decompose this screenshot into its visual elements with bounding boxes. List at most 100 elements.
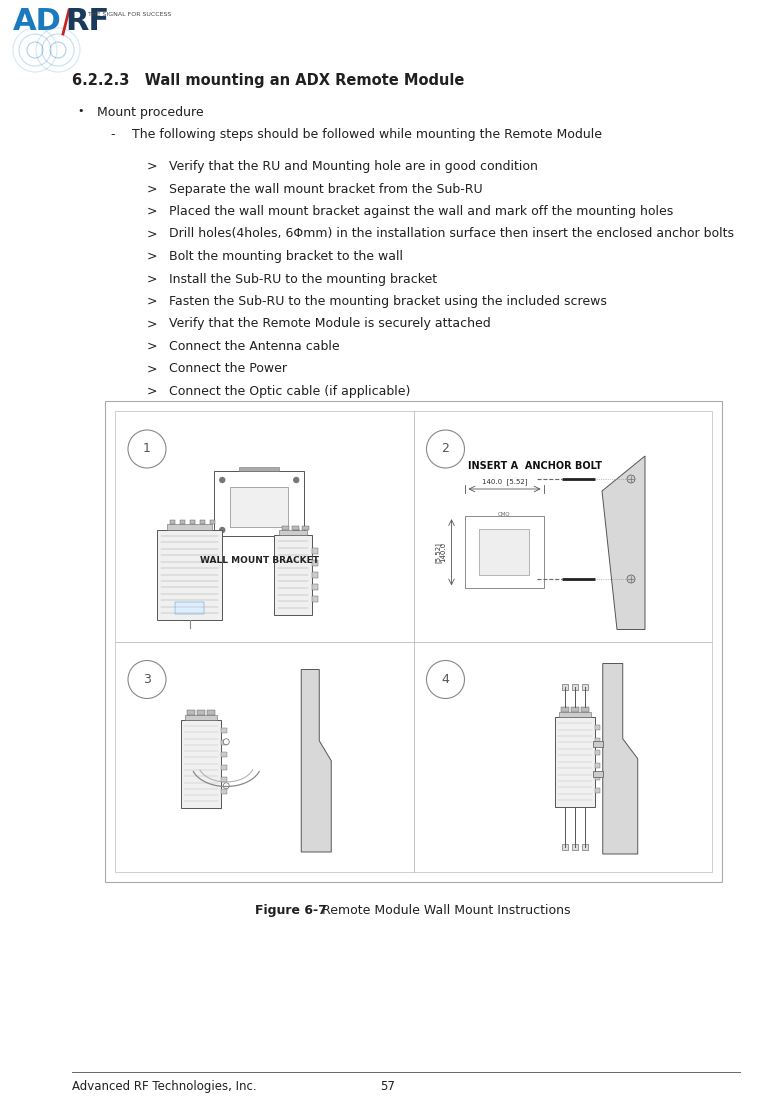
Bar [594,725,600,730]
Text: Connect the Optic cable (if applicable): Connect the Optic cable (if applicable) [169,385,411,398]
Bar [562,684,568,689]
Bar [594,776,600,780]
Text: Mount procedure: Mount procedure [97,106,204,119]
Circle shape [223,739,229,745]
Text: Fasten the Sub-RU to the mounting bracket using the included screws: Fasten the Sub-RU to the mounting bracke… [169,295,607,308]
Bar [239,467,279,471]
Text: >: > [147,318,157,331]
Bar [582,844,587,850]
Text: >: > [147,385,157,398]
Text: >: > [147,295,157,308]
Bar [279,530,307,534]
Bar [562,844,568,850]
Polygon shape [301,669,331,852]
Text: >: > [147,206,157,218]
Bar [221,728,227,733]
Circle shape [294,528,298,533]
Polygon shape [602,456,645,630]
Bar [157,530,222,620]
Text: Bolt the mounting bracket to the wall: Bolt the mounting bracket to the wall [169,249,403,263]
Bar [221,765,227,769]
Text: 6.2.2.3   Wall mounting an ADX Remote Module: 6.2.2.3 Wall mounting an ADX Remote Modu… [72,73,464,88]
Bar [230,487,288,528]
Bar [594,788,600,793]
Text: >: > [147,160,157,173]
Bar [572,684,577,689]
Bar [198,710,205,714]
Bar [312,559,319,566]
Bar [594,737,600,743]
Circle shape [220,528,225,533]
Circle shape [220,477,225,482]
Circle shape [426,660,464,699]
Bar [185,714,217,720]
Bar [312,547,319,554]
Text: Separate the wall mount bracket from the Sub-RU: Separate the wall mount bracket from the… [169,182,483,196]
Circle shape [223,782,229,789]
Bar [594,751,600,755]
Bar [207,710,215,714]
Text: 2: 2 [442,443,449,455]
Text: Advanced RF Technologies, Inc.: Advanced RF Technologies, Inc. [72,1080,257,1094]
Bar [175,601,205,613]
Bar [582,684,587,689]
Bar [594,763,600,768]
Text: Install the Sub-RU to the mounting bracket: Install the Sub-RU to the mounting brack… [169,273,437,286]
Text: •: • [77,106,84,116]
Bar [221,777,227,782]
Text: -: - [110,127,115,141]
Text: THE SIGNAL FOR SUCCESS: THE SIGNAL FOR SUCCESS [88,12,171,16]
Bar [221,753,227,757]
Text: >: > [147,249,157,263]
Text: >: > [147,273,157,286]
Bar [181,720,221,808]
Bar [274,534,312,614]
Text: Verify that the Remote Module is securely attached: Verify that the Remote Module is securel… [169,318,491,331]
Bar [580,707,589,712]
Text: 140.0: 140.0 [440,542,446,563]
Bar [210,520,215,523]
Text: 57: 57 [380,1080,395,1094]
Text: 1: 1 [143,443,151,455]
Text: INSERT A  ANCHOR BOLT: INSERT A ANCHOR BOLT [469,460,602,471]
Text: Verify that the RU and Mounting hole are in good condition: Verify that the RU and Mounting hole are… [169,160,538,173]
Bar [282,525,289,530]
Bar [105,401,722,882]
Text: Drill holes(4holes, 6Φmm) in the installation surface then insert the enclosed a: Drill holes(4holes, 6Φmm) in the install… [169,227,734,241]
Bar [170,520,174,523]
Bar [302,525,309,530]
Text: 4: 4 [442,673,449,686]
Bar [221,740,227,745]
Bar [555,717,594,807]
Bar [312,571,319,577]
Bar [200,520,205,523]
Circle shape [294,477,298,482]
Text: Connect the Antenna cable: Connect the Antenna cable [169,340,339,353]
Text: The following steps should be followed while mounting the Remote Module: The following steps should be followed w… [132,127,602,141]
Bar [561,707,569,712]
Text: [5.52]: [5.52] [435,542,442,563]
Circle shape [426,430,464,468]
Bar [480,530,529,575]
Text: Placed the wall mount bracket against the wall and mark off the mounting holes: Placed the wall mount bracket against th… [169,206,673,218]
Text: RF: RF [65,7,109,36]
Text: CMO: CMO [498,512,511,518]
Bar [559,712,591,717]
Bar [312,596,319,601]
Bar [188,710,195,714]
Bar [466,517,543,588]
Text: >: > [147,182,157,196]
Text: >: > [147,363,157,376]
Text: >: > [147,340,157,353]
Text: >: > [147,227,157,241]
Text: Connect the Power: Connect the Power [169,363,287,376]
Circle shape [627,575,635,582]
Text: Remote Module Wall Mount Instructions: Remote Module Wall Mount Instructions [322,904,570,917]
Bar [572,844,577,850]
Circle shape [627,475,635,482]
Bar [312,584,319,589]
Bar [570,707,579,712]
Polygon shape [603,664,638,854]
Circle shape [128,430,166,468]
Bar [292,525,299,530]
